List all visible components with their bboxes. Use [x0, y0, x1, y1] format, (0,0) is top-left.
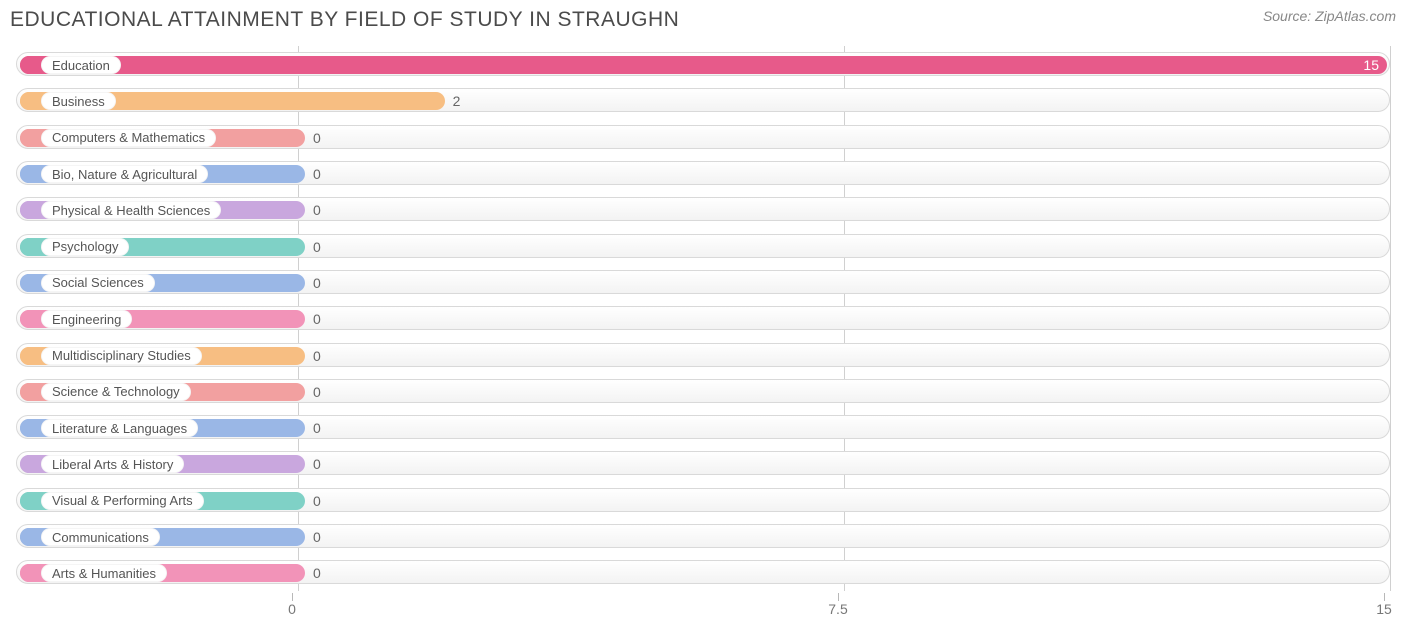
- bar-value: 0: [313, 420, 321, 436]
- chart-container: EDUCATIONAL ATTAINMENT BY FIELD OF STUDY…: [0, 0, 1406, 631]
- bar-label-pill: Bio, Nature & Agricultural: [41, 165, 208, 183]
- bar-label-pill: Psychology: [41, 238, 129, 256]
- bar-value: 0: [313, 456, 321, 472]
- gridline: [1390, 46, 1391, 591]
- bar-cap: [20, 492, 40, 510]
- bar-cap: [20, 238, 40, 256]
- bar-row: Bio, Nature & Agricultural 0: [16, 155, 1390, 191]
- bar-row: Liberal Arts & History 0: [16, 445, 1390, 481]
- bar-row: Communications 0: [16, 518, 1390, 554]
- axis-label: 15: [1376, 601, 1392, 617]
- bar-label-pill: Social Sciences: [41, 274, 155, 292]
- bar-track: Bio, Nature & Agricultural 0: [16, 161, 1390, 185]
- bar-track: Visual & Performing Arts 0: [16, 488, 1390, 512]
- bar-track: Arts & Humanities 0: [16, 560, 1390, 584]
- bar-track: Multidisciplinary Studies 0: [16, 343, 1390, 367]
- x-axis: 0 7.5 15: [10, 593, 1396, 623]
- chart-header: EDUCATIONAL ATTAINMENT BY FIELD OF STUDY…: [10, 8, 1396, 32]
- bar-row: Psychology 0: [16, 227, 1390, 263]
- bar-row: Literature & Languages 0: [16, 409, 1390, 445]
- bar-value: 0: [313, 348, 321, 364]
- bar-track: Communications 0: [16, 524, 1390, 548]
- bar-row: Multidisciplinary Studies 0: [16, 336, 1390, 372]
- bar-cap: [20, 165, 40, 183]
- bar-label-pill: Arts & Humanities: [41, 564, 167, 582]
- bar-cap: [20, 528, 40, 546]
- bar-track: Engineering 0: [16, 306, 1390, 330]
- chart-source: Source: ZipAtlas.com: [1263, 8, 1396, 24]
- bar-label-pill: Visual & Performing Arts: [41, 492, 204, 510]
- bar-cap: [20, 564, 40, 582]
- bar-cap: [20, 310, 40, 328]
- bar-track: Literature & Languages 0: [16, 415, 1390, 439]
- bar-label-pill: Education: [41, 56, 121, 74]
- bar-label-pill: Multidisciplinary Studies: [41, 347, 202, 365]
- bar-label-pill: Communications: [41, 528, 160, 546]
- bar-value: 0: [313, 239, 321, 255]
- bar-row: Arts & Humanities 0: [16, 554, 1390, 590]
- bar-cap: [20, 383, 40, 401]
- bar-value: 0: [313, 311, 321, 327]
- bar-track: Science & Technology 0: [16, 379, 1390, 403]
- bar-value: 0: [313, 493, 321, 509]
- bar-track: Social Sciences 0: [16, 270, 1390, 294]
- bar-label-pill: Physical & Health Sciences: [41, 201, 221, 219]
- bar-label-pill: Computers & Mathematics: [41, 129, 216, 147]
- bar-cap: [20, 56, 40, 74]
- bar-track: Psychology 0: [16, 234, 1390, 258]
- bar-label-pill: Engineering: [41, 310, 132, 328]
- bar-value: 0: [313, 130, 321, 146]
- chart-title: EDUCATIONAL ATTAINMENT BY FIELD OF STUDY…: [10, 8, 679, 32]
- bar-row: Visual & Performing Arts 0: [16, 482, 1390, 518]
- bar-label-pill: Liberal Arts & History: [41, 455, 184, 473]
- bar-row: Business 2: [16, 82, 1390, 118]
- bar-value: 0: [313, 275, 321, 291]
- bar-label-pill: Literature & Languages: [41, 419, 198, 437]
- bar-cap: [20, 129, 40, 147]
- bar-cap: [20, 274, 40, 292]
- bar-label-pill: Business: [41, 92, 116, 110]
- bar-label-pill: Science & Technology: [41, 383, 191, 401]
- bar-row: Social Sciences 0: [16, 264, 1390, 300]
- bar-value: 15: [1363, 57, 1379, 73]
- bar-cap: [20, 419, 40, 437]
- axis-tick: [292, 593, 293, 601]
- bar-row: Physical & Health Sciences 0: [16, 191, 1390, 227]
- bar-value: 0: [313, 529, 321, 545]
- bar-track: Physical & Health Sciences 0: [16, 197, 1390, 221]
- bar-row: Education 15: [16, 46, 1390, 82]
- bar-cap: [20, 201, 40, 219]
- bar-cap: [20, 347, 40, 365]
- axis-tick: [838, 593, 839, 601]
- bar-value: 0: [313, 202, 321, 218]
- plot-area: Education 15 Business 2 Computers & Mathemat…: [16, 46, 1390, 591]
- bar-track: Business 2: [16, 88, 1390, 112]
- bar-value: 0: [313, 166, 321, 182]
- bar-value: 2: [453, 93, 461, 109]
- bar-track: Education 15: [16, 52, 1390, 76]
- bar-value: 0: [313, 565, 321, 581]
- bar-fill: [20, 56, 1387, 74]
- axis-label: 0: [288, 601, 296, 617]
- axis-tick: [1384, 593, 1385, 601]
- bar-row: Engineering 0: [16, 300, 1390, 336]
- bar-cap: [20, 455, 40, 473]
- bar-track: Liberal Arts & History 0: [16, 451, 1390, 475]
- bar-value: 0: [313, 384, 321, 400]
- axis-label: 7.5: [828, 601, 847, 617]
- bar-track: Computers & Mathematics 0: [16, 125, 1390, 149]
- bar-row: Computers & Mathematics 0: [16, 119, 1390, 155]
- bar-row: Science & Technology 0: [16, 373, 1390, 409]
